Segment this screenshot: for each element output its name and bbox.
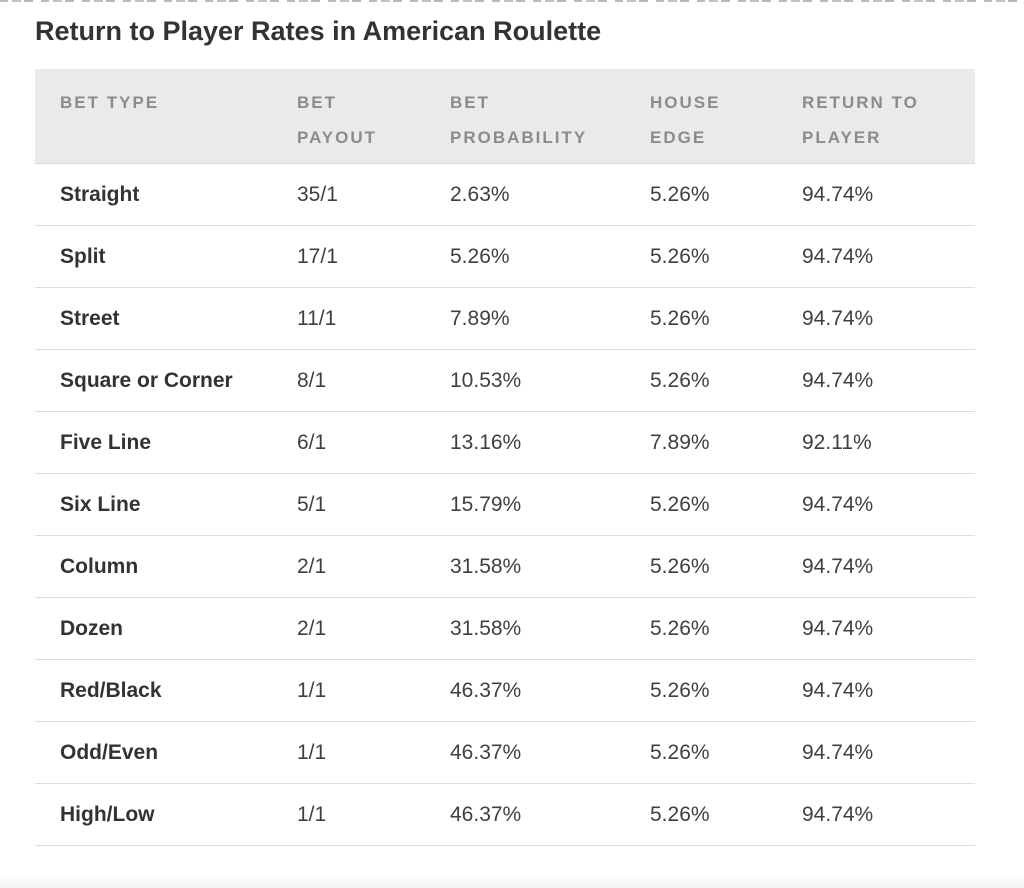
bet-payout-cell: 2/1 [297, 597, 450, 660]
table-row: Split 17/1 5.26% 5.26% 94.74% [35, 225, 975, 288]
header-line: BET TYPE [60, 93, 160, 112]
header-line: EDGE [650, 128, 707, 147]
house-edge-cell: 5.26% [650, 473, 802, 536]
header-line [60, 120, 297, 155]
bet-payout-cell: 1/1 [297, 783, 450, 846]
bet-probability-cell: 46.37% [450, 721, 650, 784]
return-to-player-cell: 94.74% [802, 597, 975, 660]
house-edge-cell: 5.26% [650, 163, 802, 226]
header-line: BET [297, 93, 337, 112]
bet-probability-cell: 7.89% [450, 287, 650, 350]
page-title: Return to Player Rates in American Roule… [35, 16, 602, 46]
house-edge-cell: 5.26% [650, 349, 802, 412]
bet-payout-cell: 8/1 [297, 349, 450, 412]
bet-payout-cell: 1/1 [297, 721, 450, 784]
rtp-table: BET TYPE BET PAYOUT BET PROBABILITY HOUS… [35, 69, 975, 846]
bet-probability-cell: 46.37% [450, 783, 650, 846]
bet-type-cell: Five Line [35, 411, 297, 474]
bet-type-cell: Column [35, 535, 297, 598]
table-row: Dozen 2/1 31.58% 5.26% 94.74% [35, 597, 975, 660]
bet-type-cell: Odd/Even [35, 721, 297, 784]
article-section: Return to Player Rates in American Roule… [35, 16, 975, 846]
return-to-player-cell: 94.74% [802, 163, 975, 226]
header-line: PROBABILITY [450, 128, 588, 147]
column-header-bet-payout: BET PAYOUT [297, 69, 450, 164]
header-line: PLAYER [802, 128, 882, 147]
table-row: Street 11/1 7.89% 5.26% 94.74% [35, 287, 975, 350]
house-edge-cell: 5.26% [650, 287, 802, 350]
column-header-house-edge: HOUSE EDGE [650, 69, 802, 164]
return-to-player-cell: 94.74% [802, 287, 975, 350]
bet-payout-cell: 1/1 [297, 659, 450, 722]
bet-payout-cell: 17/1 [297, 225, 450, 288]
table-row: Five Line 6/1 13.16% 7.89% 92.11% [35, 411, 975, 474]
column-header-bet-type: BET TYPE [35, 69, 297, 164]
bet-type-cell: Street [35, 287, 297, 350]
column-header-bet-probability: BET PROBABILITY [450, 69, 650, 164]
house-edge-cell: 5.26% [650, 721, 802, 784]
table-header: BET TYPE BET PAYOUT BET PROBABILITY HOUS… [35, 69, 975, 164]
house-edge-cell: 5.26% [650, 659, 802, 722]
header-row: BET TYPE BET PAYOUT BET PROBABILITY HOUS… [35, 69, 975, 164]
bet-payout-cell: 6/1 [297, 411, 450, 474]
header-line: RETURN TO [802, 93, 919, 112]
bet-type-cell: Red/Black [35, 659, 297, 722]
header-line: HOUSE [650, 93, 721, 112]
table-row: Six Line 5/1 15.79% 5.26% 94.74% [35, 473, 975, 536]
table-row: Square or Corner 8/1 10.53% 5.26% 94.74% [35, 349, 975, 412]
return-to-player-cell: 94.74% [802, 783, 975, 846]
bet-probability-cell: 15.79% [450, 473, 650, 536]
return-to-player-cell: 92.11% [802, 411, 975, 474]
bet-probability-cell: 13.16% [450, 411, 650, 474]
table-body: Straight 35/1 2.63% 5.26% 94.74% Split 1… [35, 163, 975, 846]
return-to-player-cell: 94.74% [802, 473, 975, 536]
bet-probability-cell: 10.53% [450, 349, 650, 412]
bet-probability-cell: 46.37% [450, 659, 650, 722]
column-header-return-to-player: RETURN TO PLAYER [802, 69, 975, 164]
bet-probability-cell: 31.58% [450, 535, 650, 598]
bet-type-cell: Split [35, 225, 297, 288]
return-to-player-cell: 94.74% [802, 535, 975, 598]
return-to-player-cell: 94.74% [802, 225, 975, 288]
bet-probability-cell: 5.26% [450, 225, 650, 288]
bet-probability-cell: 2.63% [450, 163, 650, 226]
bet-type-cell: Dozen [35, 597, 297, 660]
bet-payout-cell: 2/1 [297, 535, 450, 598]
clipped-text-artifact [0, 0, 1024, 2]
table-row: Column 2/1 31.58% 5.26% 94.74% [35, 535, 975, 598]
bottom-fade [0, 874, 1024, 888]
house-edge-cell: 7.89% [650, 411, 802, 474]
bet-type-cell: Straight [35, 163, 297, 226]
bet-payout-cell: 5/1 [297, 473, 450, 536]
bet-payout-cell: 11/1 [297, 287, 450, 350]
header-line: BET [450, 93, 490, 112]
header-line: PAYOUT [297, 128, 378, 147]
bet-payout-cell: 35/1 [297, 163, 450, 226]
house-edge-cell: 5.26% [650, 535, 802, 598]
bet-type-cell: Six Line [35, 473, 297, 536]
return-to-player-cell: 94.74% [802, 349, 975, 412]
table-row: Straight 35/1 2.63% 5.26% 94.74% [35, 163, 975, 226]
bet-type-cell: High/Low [35, 783, 297, 846]
table-row: Odd/Even 1/1 46.37% 5.26% 94.74% [35, 721, 975, 784]
house-edge-cell: 5.26% [650, 597, 802, 660]
house-edge-cell: 5.26% [650, 225, 802, 288]
table-row: Red/Black 1/1 46.37% 5.26% 94.74% [35, 659, 975, 722]
table-row: High/Low 1/1 46.37% 5.26% 94.74% [35, 783, 975, 846]
return-to-player-cell: 94.74% [802, 721, 975, 784]
bet-type-cell: Square or Corner [35, 349, 297, 412]
return-to-player-cell: 94.74% [802, 659, 975, 722]
bet-probability-cell: 31.58% [450, 597, 650, 660]
house-edge-cell: 5.26% [650, 783, 802, 846]
